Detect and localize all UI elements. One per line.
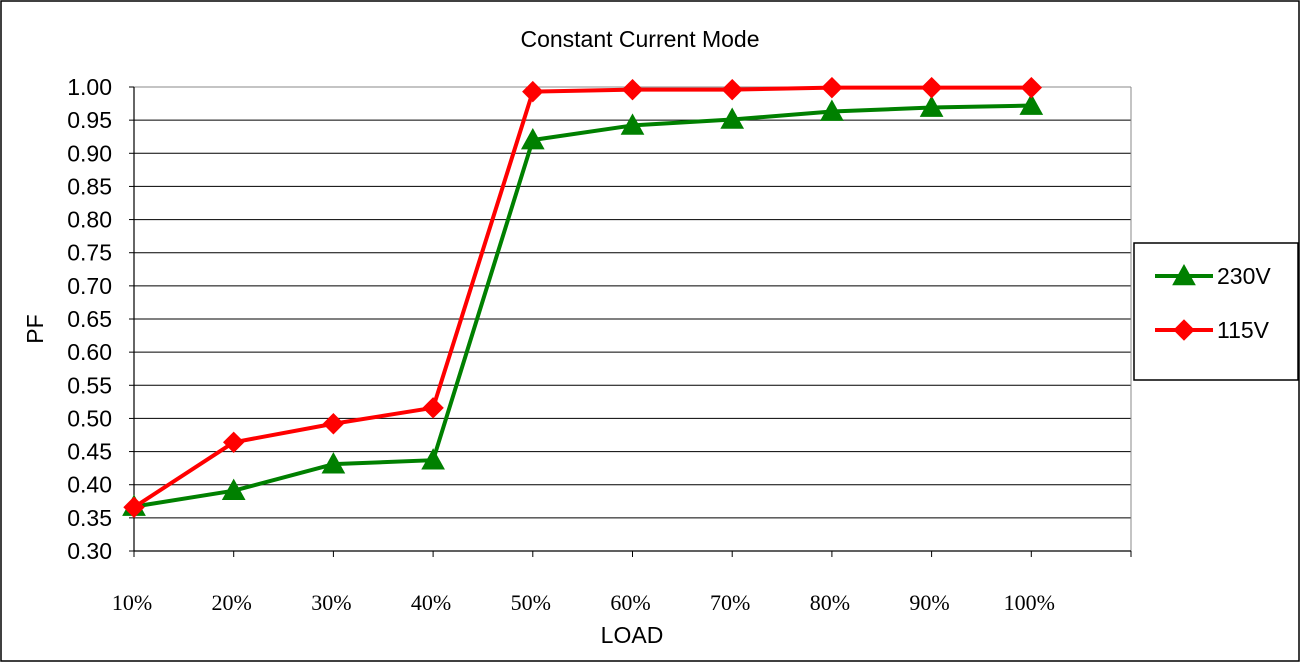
legend-label: 230V: [1217, 263, 1271, 289]
data-point: [621, 78, 644, 101]
data-point: [522, 80, 544, 103]
series-230V: [122, 93, 1044, 516]
y-tick-label: 0.45: [67, 439, 112, 465]
legend-marker: [1173, 319, 1195, 341]
data-point: [422, 397, 444, 419]
y-tick-label: 0.95: [67, 107, 112, 133]
x-tick-label: 10%: [112, 590, 152, 615]
gridlines: [129, 86, 1131, 552]
data-point: [720, 107, 745, 129]
x-tick-label: 30%: [311, 590, 351, 615]
data-point: [222, 431, 245, 453]
x-axis-label: LOAD: [601, 622, 664, 648]
y-tick-label: 0.55: [67, 372, 112, 398]
chart-title: Constant Current Mode: [520, 26, 759, 52]
data-point: [920, 76, 943, 99]
legend-box: [1133, 242, 1299, 381]
y-tick-label: 0.30: [67, 538, 112, 564]
series-lines: [122, 76, 1044, 518]
y-tick-label: 0.70: [67, 273, 112, 299]
y-tick-label: 0.90: [67, 140, 112, 166]
legend-marker: [1172, 263, 1196, 286]
y-tick-label: 0.35: [67, 505, 112, 531]
x-tick-label: 60%: [610, 590, 650, 615]
x-tick-labels: 10% 20% 30% 40% 50% 60% 70% 80% 90% 100%: [112, 590, 1055, 615]
data-point: [520, 127, 545, 150]
data-point: [821, 76, 843, 99]
data-point: [221, 478, 246, 500]
y-tick-labels: 0.30 0.35 0.40 0.45 0.50 0.55 0.60 0.65 0.70 0.75…: [67, 74, 112, 564]
data-point: [721, 78, 743, 101]
data-point: [620, 113, 645, 135]
x-tick-label: 20%: [212, 590, 252, 615]
series-line: [132, 85, 1032, 509]
data-point: [322, 413, 345, 435]
legend-label: 115V: [1217, 317, 1270, 343]
data-point: [1020, 76, 1043, 99]
data-point: [919, 95, 944, 117]
data-point: [421, 448, 445, 470]
y-tick-label: 0.85: [67, 173, 112, 199]
y-tick-label: 0.65: [67, 306, 112, 332]
legend: 230V 115V: [1133, 242, 1299, 381]
series-115V: [123, 76, 1043, 518]
y-axis-label: PF: [22, 314, 48, 343]
y-tick-label: 1.00: [67, 74, 112, 100]
x-tick-label: 40%: [411, 590, 451, 615]
y-tick-label: 0.75: [67, 240, 112, 266]
x-tick-label: 50%: [511, 590, 551, 615]
y-tick-label: 0.60: [67, 339, 112, 365]
x-tick-label: 70%: [710, 590, 750, 615]
x-tick-label: 90%: [909, 590, 949, 615]
data-point: [321, 452, 346, 474]
data-point: [1019, 93, 1044, 115]
data-point: [820, 99, 844, 121]
data-point: [123, 496, 145, 518]
x-tick-label: 100%: [1004, 590, 1055, 615]
y-tick-label: 0.80: [67, 207, 112, 233]
series-line: [133, 103, 1032, 509]
y-tick-label: 0.40: [67, 472, 112, 498]
x-tick-label: 80%: [810, 590, 850, 615]
y-tick-label: 0.50: [67, 405, 112, 431]
